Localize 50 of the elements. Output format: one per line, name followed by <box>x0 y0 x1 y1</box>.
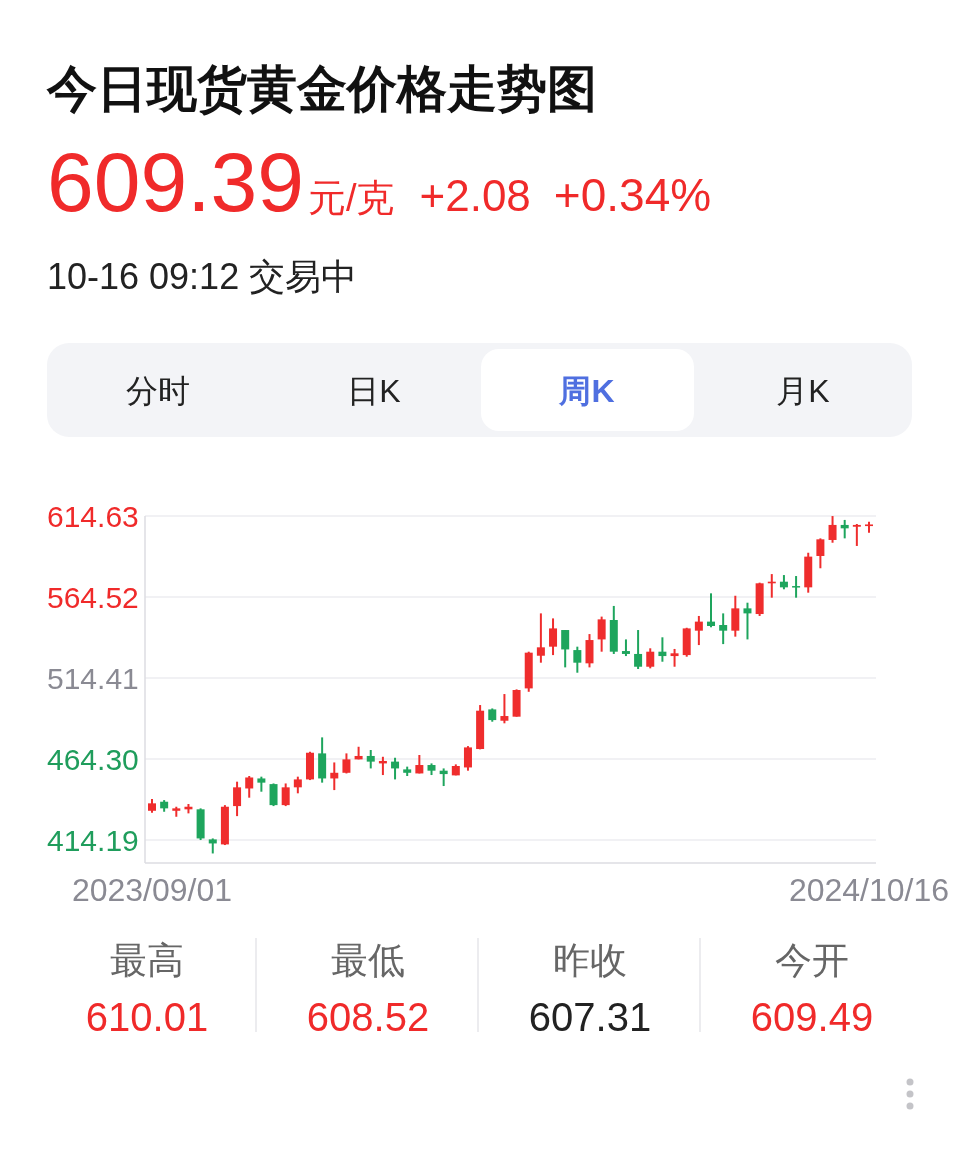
candlestick <box>646 647 655 670</box>
candlestick <box>573 645 582 674</box>
candlestick <box>233 780 242 818</box>
candlestick <box>743 601 752 641</box>
candlestick <box>463 745 472 772</box>
candlestick <box>694 614 703 647</box>
y-tick-label: 614.63 <box>47 499 139 533</box>
candlestick <box>585 633 594 669</box>
text: +0.34% <box>553 169 712 221</box>
text: +2.08 <box>419 171 531 220</box>
candlestick <box>731 594 740 638</box>
y-tick-label: 464.30 <box>47 742 139 776</box>
candlestick <box>707 592 716 629</box>
candlestick <box>719 612 728 646</box>
text: 月K <box>776 373 830 409</box>
candlestick <box>597 615 606 653</box>
chart-subtitle: 10-16 09:12 交易中 <box>47 256 358 297</box>
candlestick <box>500 693 509 725</box>
text: 最低 <box>331 940 405 981</box>
candlestick <box>281 782 290 808</box>
candlestick <box>828 515 837 544</box>
text: 609.49 <box>750 995 874 1039</box>
candlestick <box>536 612 545 664</box>
text: 昨收 <box>553 940 627 981</box>
text: 元/克 <box>307 177 395 219</box>
x-tick-label: 2023/09/01 <box>71 872 233 908</box>
candlestick <box>561 629 570 669</box>
text: 周K <box>558 373 615 409</box>
text: 分时 <box>126 373 190 409</box>
text: 608.52 <box>306 995 430 1039</box>
text: 日K <box>347 373 401 409</box>
candlestick <box>852 522 861 547</box>
candlestick <box>269 782 278 808</box>
candlestick <box>245 775 254 799</box>
text: 610.01 <box>85 995 209 1039</box>
text: 今开 <box>775 940 849 981</box>
candlestick <box>792 575 801 599</box>
y-tick-label: 414.19 <box>47 823 139 857</box>
candlestick <box>366 748 375 770</box>
candlestick <box>658 636 667 663</box>
y-tick-label: 514.41 <box>47 661 139 695</box>
text: 607.31 <box>528 995 652 1039</box>
candlestick <box>634 629 643 670</box>
chart-title: 今日现货黄金价格走势图 <box>46 61 597 117</box>
text: 最高 <box>110 940 184 981</box>
text: 609.39 <box>47 135 304 229</box>
x-tick-label: 2024/10/16 <box>788 872 950 908</box>
y-tick-label: 564.52 <box>47 580 139 614</box>
candlestick <box>549 617 558 657</box>
candlestick <box>816 537 825 570</box>
